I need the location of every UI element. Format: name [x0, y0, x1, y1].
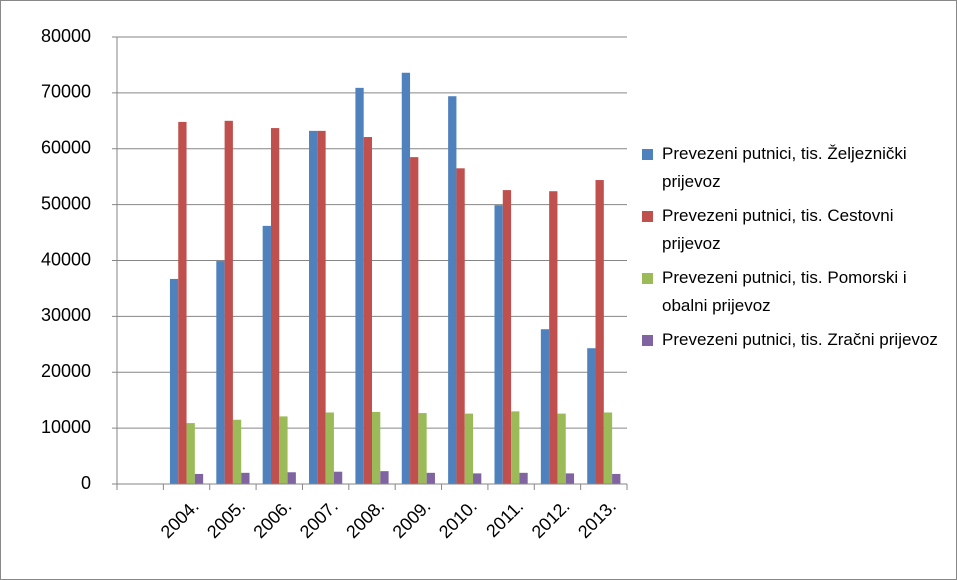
- bar: [448, 96, 457, 484]
- bar: [418, 413, 427, 484]
- legend-label: Prevezeni putnici, tis. Željeznički prij…: [662, 144, 907, 191]
- legend-swatch: [642, 149, 653, 160]
- bar: [372, 411, 381, 484]
- bar: [186, 423, 195, 484]
- legend-item: Prevezeni putnici, tis. Pomorski i obaln…: [640, 264, 940, 320]
- legend-item: Prevezeni putnici, tis. Cestovni prijevo…: [640, 202, 940, 258]
- bar: [595, 180, 604, 485]
- bar: [519, 472, 528, 484]
- legend-swatch: [642, 211, 653, 222]
- bar: [502, 190, 512, 484]
- legend: Prevezeni putnici, tis. Željeznički prij…: [640, 140, 940, 360]
- y-tick-label: 0: [81, 473, 91, 493]
- bar: [540, 329, 550, 484]
- legend-label: Prevezeni putnici, tis. Pomorski i obaln…: [662, 268, 907, 315]
- y-tick-label: 70000: [41, 82, 91, 102]
- bar: [279, 416, 288, 484]
- y-tick-label: 20000: [41, 361, 91, 381]
- bar: [557, 413, 566, 484]
- bar: [194, 473, 204, 484]
- bar: [511, 411, 520, 484]
- bar: [241, 472, 250, 484]
- bar: [473, 473, 482, 484]
- legend-item: Prevezeni putnici, tis. Željeznički prij…: [640, 140, 940, 196]
- bar: [224, 120, 233, 484]
- bar: [325, 412, 334, 484]
- bar: [494, 205, 503, 484]
- bar: [232, 419, 242, 484]
- bar: [363, 137, 372, 485]
- bar: [169, 278, 179, 484]
- bar: [270, 128, 280, 485]
- y-tick-label: 60000: [41, 138, 91, 158]
- bar: [309, 130, 318, 484]
- bar: [464, 413, 474, 484]
- bar: [216, 261, 225, 484]
- y-tick-label: 80000: [41, 26, 91, 46]
- legend-swatch: [642, 273, 653, 284]
- bar: [565, 473, 575, 484]
- legend-item: Prevezeni putnici, tis. Zračni prijevoz: [640, 326, 940, 354]
- bar: [603, 412, 613, 484]
- bar: [401, 72, 411, 484]
- legend-label: Prevezeni putnici, tis. Cestovni prijevo…: [662, 206, 894, 253]
- bar: [549, 191, 558, 484]
- bar: [612, 473, 621, 484]
- y-tick-label: 10000: [41, 417, 91, 437]
- bar: [380, 471, 389, 484]
- bar: [178, 121, 187, 485]
- bar: [355, 87, 364, 484]
- bar: [333, 471, 343, 484]
- legend-swatch: [642, 335, 653, 346]
- bar: [410, 157, 419, 484]
- y-tick-label: 50000: [41, 193, 91, 213]
- legend-label: Prevezeni putnici, tis. Zračni prijevoz: [662, 330, 938, 349]
- y-tick-label: 40000: [41, 249, 91, 269]
- bar: [426, 472, 435, 484]
- bar: [317, 130, 326, 484]
- y-tick-label: 30000: [41, 305, 91, 325]
- bar: [287, 472, 296, 484]
- bar: [262, 225, 271, 485]
- bar: [456, 168, 465, 484]
- bar: [587, 348, 596, 484]
